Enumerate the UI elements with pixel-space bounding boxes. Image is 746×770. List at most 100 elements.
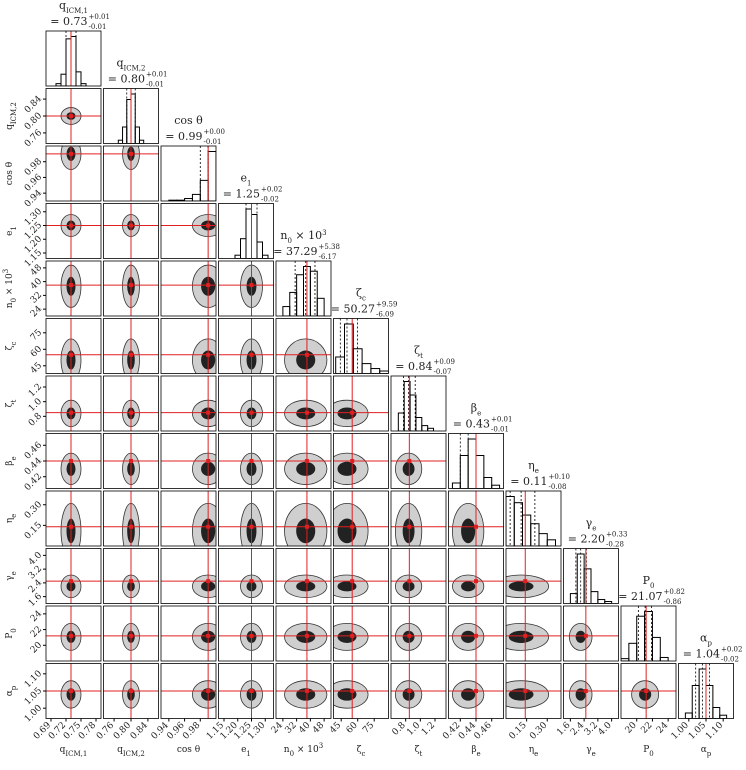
label-sub: 0 [287,237,291,245]
y-axis-label: γe [5,571,18,581]
x-axis-label: ζc [357,745,366,758]
panel [333,606,389,661]
panel [276,606,331,661]
panel-frame [103,433,159,489]
panel [55,31,87,86]
panel [46,203,101,259]
density-core [508,688,534,701]
truth-point [69,459,73,463]
truth-point [206,524,211,529]
hist-bar [370,368,381,374]
panel-title: ζc [356,287,366,303]
label-base: ζ [415,745,420,755]
panel [569,548,613,604]
panel-frame [620,605,677,662]
hist-bar [719,714,728,719]
panel-frame [103,490,159,547]
panel-title: e1 [241,172,252,188]
label-sub: e [10,456,18,460]
label-sub: c [10,342,18,346]
label-base: n [284,745,290,755]
hist-bar [309,270,318,316]
panel-title: αp [700,632,712,648]
truth-point [69,151,73,156]
title-value: = 1.04 [683,648,720,661]
panel [391,606,446,661]
panel [161,491,216,546]
label-sub: c [362,295,366,303]
y-tick-label: 0.84 [23,94,44,115]
truth-point [407,524,412,529]
y-tick-label: 0.15 [23,520,44,541]
x-axis-label: αp [701,745,712,758]
hist-bar [289,291,298,316]
panel-frame [218,318,274,374]
label-base: β [471,745,476,755]
truth-point [350,689,355,693]
y-tick-label: 0.80 [23,111,44,132]
panel-frame [45,260,102,317]
hist-bar [379,370,389,374]
panel [333,433,389,489]
title-plus: +0.10 [549,473,570,481]
x-tick-label: 1.05 [687,720,708,741]
title-minus: -0.02 [721,656,739,664]
label-base: e [241,745,246,755]
panel-frame [563,548,619,604]
panel [448,663,504,719]
panel-frame [160,203,217,259]
hist-bar [262,254,269,259]
hist-bar [251,214,258,259]
hist-bar [134,126,140,144]
label-base: α [701,745,707,755]
truth-point [69,524,73,529]
truth-point [474,633,478,638]
truth-point [249,579,254,584]
panel-frame [103,605,159,662]
panel-frame [390,548,447,604]
truth-point [304,689,309,693]
panel [46,433,101,489]
label-sub: ICM,2 [123,750,145,758]
panel-frame [160,433,217,489]
label-sub: e [592,750,596,758]
x-tick-label: 4.0 [597,720,614,737]
panel-frame [275,663,332,719]
x-tick-label: 0.46 [473,720,494,741]
truth-point [206,633,211,638]
panel-frame [448,433,504,489]
panel [46,376,101,431]
density-core [337,461,357,476]
label-base: ζ [5,345,15,350]
hist-bar [691,685,700,719]
panel [391,548,446,604]
label-base: ζ [357,745,362,755]
y-axis-label: n0 × 103 [2,269,18,308]
hist-bar [296,274,304,316]
panel-frame [103,260,159,317]
panel [161,606,216,661]
x-tick-label: 1.0 [405,720,422,737]
panel-frame [390,375,447,432]
y-tick-label: 3.2 [27,564,44,581]
panel [234,203,269,259]
label-sup: 3 [319,742,323,750]
label-sub: p [707,750,712,758]
label-sub: ICM,2 [10,102,18,124]
hist-bar [122,126,128,144]
panel [103,433,159,489]
truth-point [350,459,355,463]
truth-point [206,352,211,357]
title-value: = 0.80 [108,73,145,86]
truth-point [474,579,478,584]
x-tick-label: 0.84 [129,720,150,741]
panel-title: n0 × 103 [280,229,326,245]
x-axis-label: cos θ [177,745,200,755]
label-sub: 0 [650,582,654,590]
panel-frame [218,548,274,604]
panel-frame [333,663,389,719]
hist-bar [191,193,201,201]
label-base: P [643,745,649,755]
panel-frame [448,605,504,662]
